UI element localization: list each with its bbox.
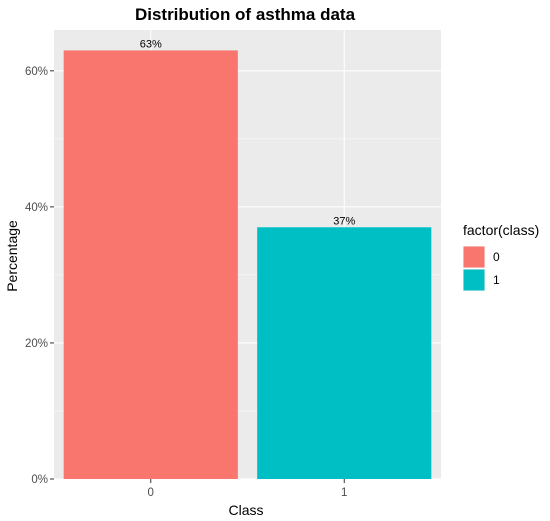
y-tick-label: 20% <box>25 338 48 350</box>
legend-label-1: 1 <box>493 273 500 287</box>
x-tick-label: 0 <box>148 487 154 499</box>
y-tick-label: 60% <box>25 66 48 78</box>
y-axis: 0% 20% 40% 60% <box>25 66 54 486</box>
chart-title: Distribution of asthma data <box>135 5 356 24</box>
legend-swatch-0 <box>463 246 485 268</box>
legend-title: factor(class) <box>463 222 539 238</box>
x-axis-title: Class <box>228 502 263 518</box>
y-tick-label: 0% <box>31 474 48 486</box>
data-label-0: 63% <box>140 38 162 50</box>
y-tick-label: 40% <box>25 202 48 214</box>
bars <box>63 50 432 480</box>
legend-label-0: 0 <box>493 250 500 264</box>
x-tick-label: 1 <box>341 487 347 499</box>
data-labels: 63% 37% <box>140 38 356 227</box>
data-label-1: 37% <box>333 215 355 227</box>
bar-0 <box>63 50 238 480</box>
legend-swatch-1 <box>463 269 485 291</box>
legend: factor(class) 0 1 <box>463 222 539 291</box>
y-axis-title: Percentage <box>4 220 20 292</box>
bar-1 <box>257 227 432 479</box>
